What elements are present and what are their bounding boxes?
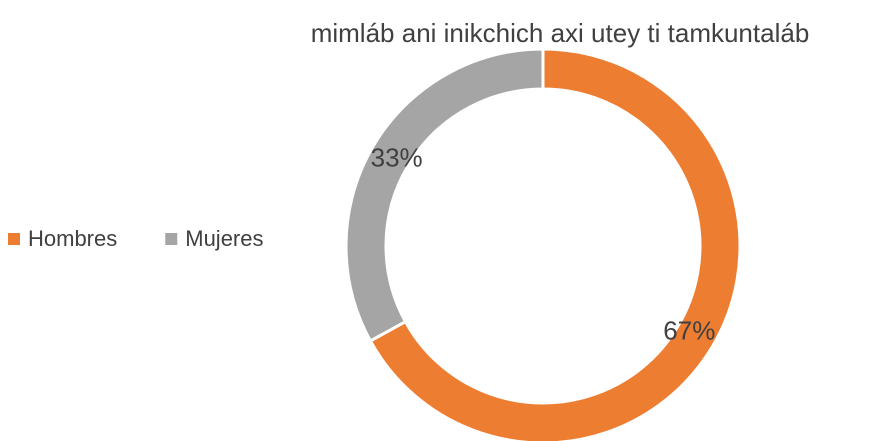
slice — [368, 47, 742, 441]
legend-label: Hombres — [28, 226, 117, 251]
chart-title: mimláb ani inikchich axi utey ti tamkunt… — [311, 18, 810, 48]
legend-swatch — [165, 233, 178, 245]
data-label: 67% — [663, 315, 715, 345]
data-label: 33% — [371, 142, 423, 172]
legend-swatch — [8, 233, 20, 245]
slice — [344, 47, 545, 343]
legend-label: Mujeres — [185, 226, 263, 251]
